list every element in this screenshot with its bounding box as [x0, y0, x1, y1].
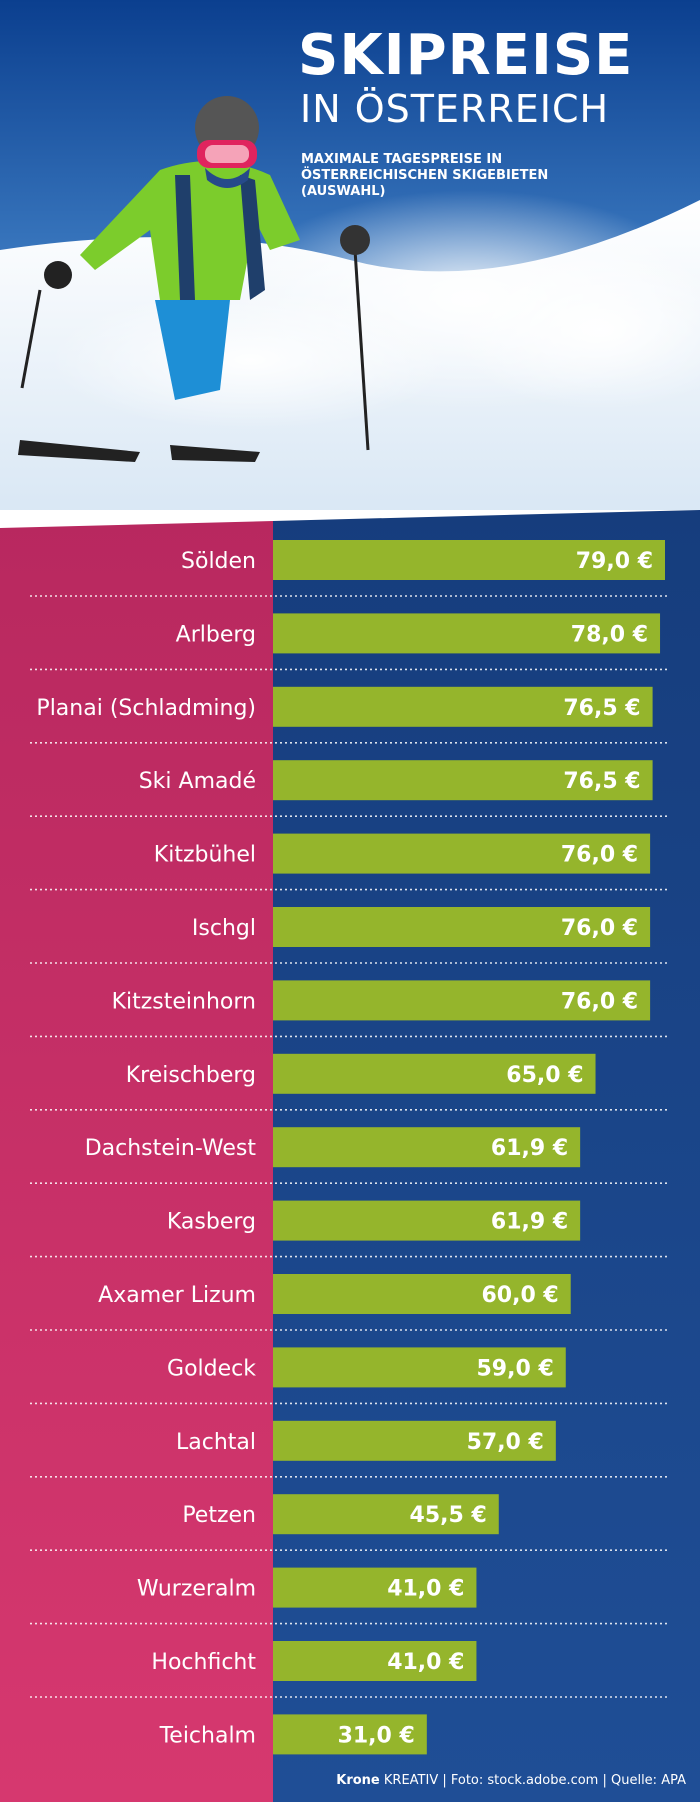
bar-4: [273, 833, 651, 874]
value-label-2: 76,5 €: [563, 696, 640, 721]
description: MAXIMALE TAGESPREISE IN ÖSTERREICHISCHEN…: [301, 152, 549, 199]
category-label-8: Dachstein-West: [85, 1136, 257, 1161]
price-chart: Sölden 79,0 € Arlberg 78,0 € Planai (Schladm…: [0, 470, 700, 1802]
value-label-0: 79,0 €: [576, 549, 653, 574]
value-label-13: 45,5 €: [410, 1503, 487, 1528]
category-label-16: Teichalm: [159, 1723, 256, 1748]
value-label-11: 59,0 €: [477, 1356, 554, 1381]
bar-6: [273, 980, 651, 1021]
credit-text: KREATIV | Foto: stock.adobe.com | Quelle…: [379, 1773, 686, 1788]
value-label-1: 78,0 €: [571, 622, 648, 647]
category-label-2: Planai (Schladming): [36, 696, 256, 721]
category-label-12: Lachtal: [176, 1430, 256, 1455]
category-label-0: Sölden: [181, 549, 256, 574]
bar-2: [273, 686, 653, 727]
bar-13: [273, 1494, 499, 1535]
bar-11: [273, 1347, 566, 1388]
bar-12: [273, 1420, 556, 1461]
value-label-15: 41,0 €: [387, 1650, 464, 1675]
bar-9: [273, 1200, 581, 1241]
category-label-11: Goldeck: [167, 1356, 256, 1381]
value-label-16: 31,0 €: [338, 1723, 415, 1748]
bar-15: [273, 1641, 477, 1681]
credit-line: Krone KREATIV | Foto: stock.adobe.com | …: [0, 1773, 686, 1788]
value-label-8: 61,9 €: [491, 1136, 568, 1161]
value-label-7: 65,0 €: [506, 1063, 583, 1088]
hero-photo: SKIPREISE IN ÖSTERREICH MAXIMALE TAGESPR…: [0, 0, 700, 530]
bar-7: [273, 1053, 596, 1094]
category-label-9: Kasberg: [167, 1210, 256, 1235]
bar-0: [273, 540, 665, 580]
bar-14: [273, 1567, 477, 1608]
category-label-13: Petzen: [182, 1503, 256, 1528]
title: SKIPREISE: [298, 23, 634, 88]
category-label-10: Axamer Lizum: [98, 1283, 256, 1308]
category-label-7: Kreischberg: [126, 1063, 256, 1088]
value-label-6: 76,0 €: [561, 989, 638, 1014]
value-label-3: 76,5 €: [563, 769, 640, 794]
bar-8: [273, 1127, 581, 1168]
bar-1: [273, 613, 661, 654]
category-label-4: Kitzbühel: [154, 843, 256, 868]
bar-16: [273, 1714, 427, 1755]
category-label-5: Ischgl: [192, 916, 256, 941]
subtitle: IN ÖSTERREICH: [300, 87, 610, 131]
value-label-5: 76,0 €: [561, 916, 638, 941]
bar-10: [273, 1274, 571, 1314]
value-label-4: 76,0 €: [561, 843, 638, 868]
value-label-10: 60,0 €: [481, 1283, 558, 1308]
bar-3: [273, 760, 653, 801]
value-label-14: 41,0 €: [387, 1577, 464, 1602]
category-label-15: Hochficht: [151, 1650, 256, 1675]
bar-chart-svg: Sölden 79,0 € Arlberg 78,0 € Planai (Schladm…: [0, 470, 700, 1802]
category-label-14: Wurzeralm: [137, 1577, 256, 1602]
category-label-6: Kitzsteinhorn: [112, 989, 256, 1014]
bar-5: [273, 907, 651, 947]
skier-illustration: [0, 0, 700, 530]
category-label-3: Ski Amadé: [139, 769, 256, 794]
value-label-9: 61,9 €: [491, 1210, 568, 1235]
category-label-1: Arlberg: [176, 622, 256, 647]
value-label-12: 57,0 €: [467, 1430, 544, 1455]
left-panel: [0, 510, 273, 1802]
credit-brand: Krone: [336, 1773, 380, 1788]
